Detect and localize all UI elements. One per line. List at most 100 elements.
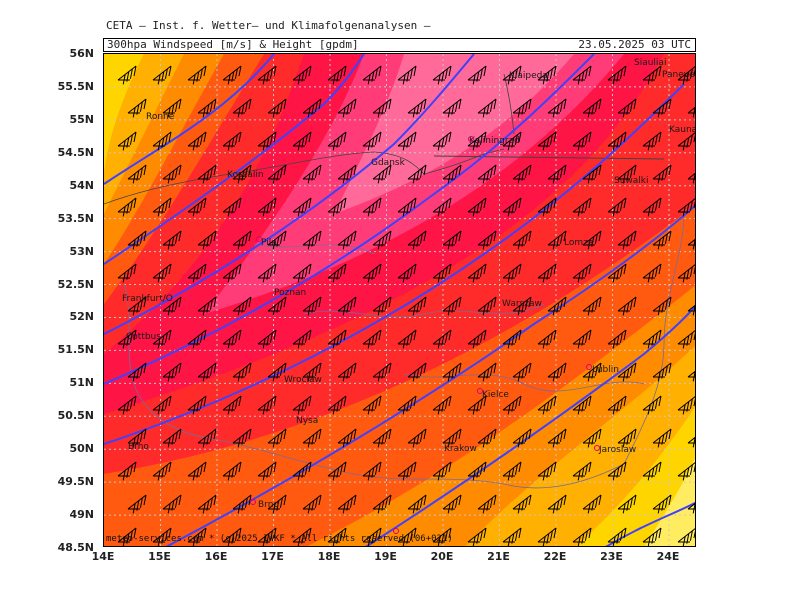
lon-tick-label: 23E <box>600 550 623 563</box>
wind-barb <box>372 494 392 514</box>
wind-barb <box>572 395 592 415</box>
city-marker <box>586 364 592 370</box>
wind-barb <box>337 428 357 448</box>
wind-barb <box>677 330 695 349</box>
wind-barb <box>117 395 137 415</box>
wind-barb <box>642 329 662 349</box>
wind-barb <box>442 164 462 184</box>
wind-barb <box>397 329 417 349</box>
city-label: Kaunas <box>669 125 695 135</box>
wind-barb <box>652 296 672 316</box>
copyright-notice: meteo-services.com * (c)2025 IWKF * All … <box>106 534 453 544</box>
wind-barb <box>117 65 137 85</box>
wind-barb <box>222 263 242 283</box>
lon-tick-label: 14E <box>91 550 115 563</box>
wind-barb <box>267 494 287 514</box>
wind-barb <box>677 528 695 546</box>
wind-barb <box>222 131 242 151</box>
wind-barb <box>547 494 567 514</box>
wind-barb <box>362 329 382 349</box>
wind-barb <box>582 164 602 184</box>
wind-barb <box>197 428 217 448</box>
wind-barb <box>467 395 487 415</box>
wind-barb <box>537 263 557 283</box>
wind-barb <box>477 296 497 316</box>
city-label: Ronne <box>146 112 175 122</box>
windspeed-map <box>104 54 695 546</box>
wind-barb <box>442 494 462 514</box>
wind-barb <box>477 98 497 118</box>
wind-barb <box>232 428 252 448</box>
wind-barb <box>642 395 662 415</box>
wind-barb <box>432 131 452 151</box>
wind-barb <box>127 230 147 250</box>
band-paleyellow-se <box>645 458 695 546</box>
city-label: Kaliningrad <box>469 136 520 146</box>
wind-barb <box>467 197 487 217</box>
wind-barb <box>267 230 287 250</box>
wind-barb <box>222 461 242 481</box>
wind-barb <box>652 494 672 514</box>
lat-tick-label: 55.5N <box>57 79 94 93</box>
wind-barb <box>502 461 522 481</box>
city-label: Lublin <box>592 365 619 375</box>
wind-barb <box>327 263 347 283</box>
wind-barb <box>257 263 277 283</box>
wind-barb <box>467 461 487 481</box>
wind-barb <box>222 527 242 546</box>
city-marker <box>393 528 399 534</box>
lat-tick-label: 52.5N <box>57 277 94 291</box>
wind-barb <box>267 98 287 118</box>
wind-barb <box>502 527 522 546</box>
height-contour-8 <box>605 501 695 546</box>
wind-barb <box>502 263 522 283</box>
wind-barb <box>512 164 532 184</box>
border-south <box>213 438 625 489</box>
wind-barb <box>607 197 627 217</box>
lon-tick-label: 19E <box>374 550 397 563</box>
city-label: Suwalki <box>614 176 649 186</box>
wind-barb <box>607 65 627 85</box>
wind-barb <box>337 296 357 316</box>
wind-barb <box>397 263 417 283</box>
wind-barb <box>582 296 602 316</box>
wind-barb <box>642 131 662 151</box>
city-label: Warszaw <box>502 299 542 309</box>
wind-barb <box>187 263 207 283</box>
wind-barb <box>617 230 637 250</box>
wind-barb <box>152 263 172 283</box>
wind-barb <box>397 461 417 481</box>
wind-barb <box>127 164 147 184</box>
band-orange2-nw <box>104 54 224 264</box>
wind-barb <box>547 428 567 448</box>
wind-barb <box>302 164 322 184</box>
lon-tick-label: 16E <box>204 550 228 563</box>
band-yellow-se <box>576 406 695 546</box>
wind-barb <box>302 98 322 118</box>
wind-barb <box>187 395 207 415</box>
wind-barb <box>117 461 137 481</box>
wind-barb <box>362 131 382 151</box>
city-marker <box>477 388 483 394</box>
wind-barb <box>652 164 672 184</box>
wind-barb <box>547 362 567 382</box>
valid-time: 23.05.2025 03 UTC <box>578 38 691 51</box>
wind-barb <box>432 65 452 85</box>
wind-barb <box>117 329 137 349</box>
admin-borders <box>123 213 685 489</box>
wind-barb <box>677 462 695 481</box>
wind-barb <box>302 230 322 250</box>
wind-barb <box>407 362 427 382</box>
wind-barb <box>257 395 277 415</box>
wind-barb <box>477 494 497 514</box>
wind-barb <box>327 527 347 546</box>
wind-barb <box>432 263 452 283</box>
wind-barb <box>232 230 252 250</box>
wind-barb <box>187 527 207 546</box>
wind-barb <box>512 98 532 118</box>
city-marker <box>256 236 262 242</box>
wind-barb <box>232 296 252 316</box>
coastlines <box>104 73 665 205</box>
wind-barb <box>162 98 182 118</box>
wind-barb <box>222 395 242 415</box>
